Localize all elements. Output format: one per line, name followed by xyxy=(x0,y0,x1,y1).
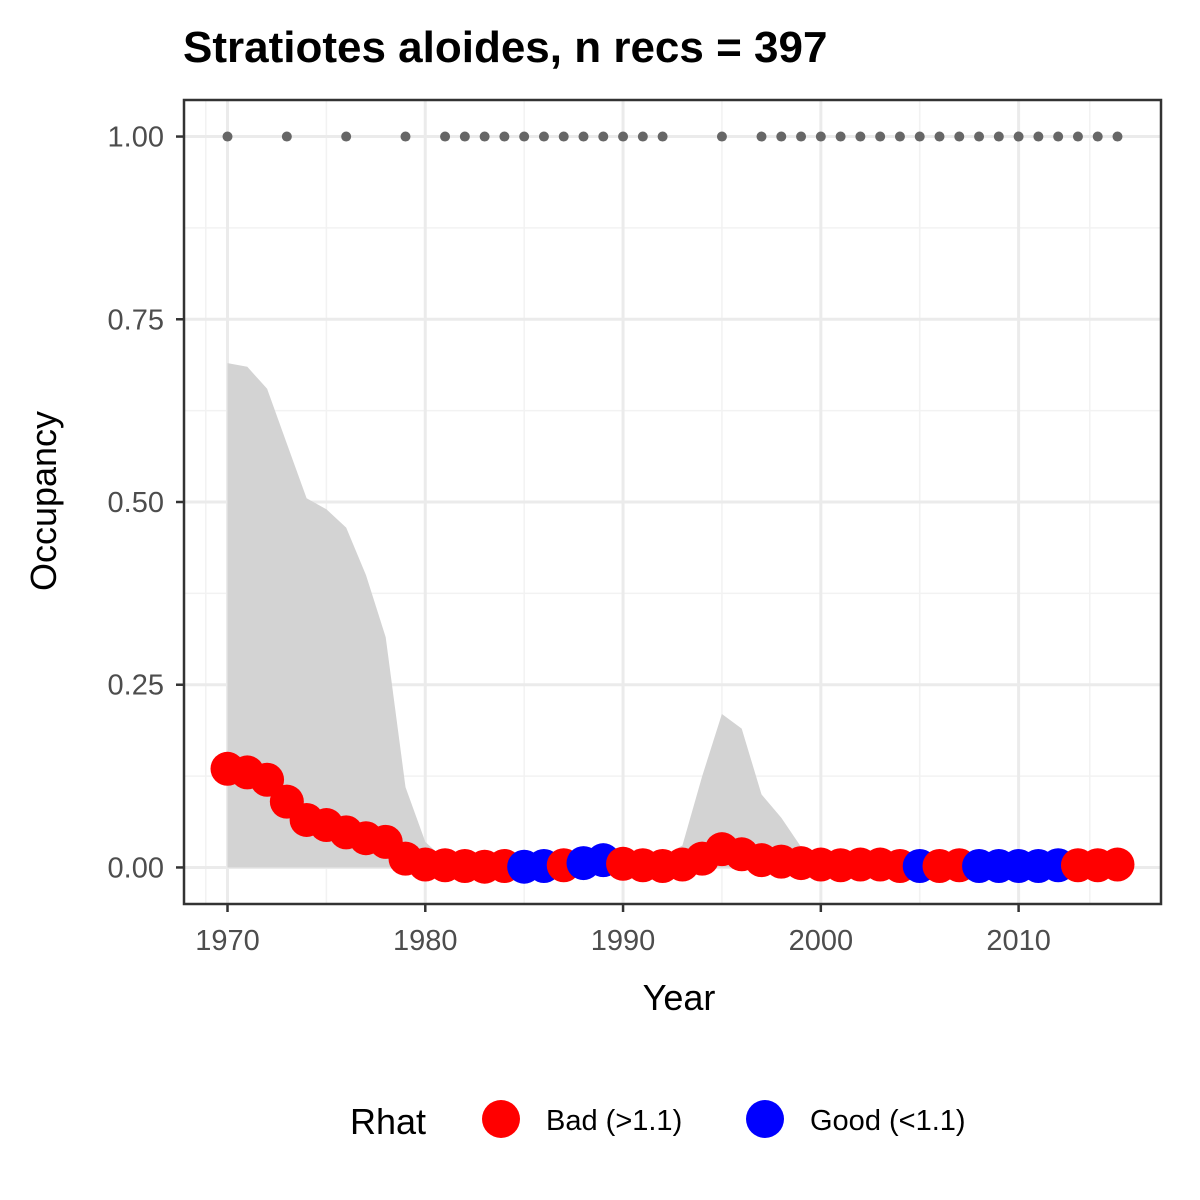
x-tick-label: 1970 xyxy=(195,925,260,957)
x-tick-label: 2010 xyxy=(986,925,1051,957)
y-axis: 0.00 0.25 0.50 0.75 1.00 xyxy=(108,122,184,884)
y-tick-label: 0.00 xyxy=(108,852,164,884)
y-tick-label: 0.50 xyxy=(108,487,164,519)
chart-title: Stratiotes aloides, n recs = 397 xyxy=(183,23,827,72)
record-marker xyxy=(716,131,727,142)
record-marker xyxy=(341,131,352,142)
record-marker xyxy=(796,131,807,142)
record-marker xyxy=(954,131,965,142)
record-marker xyxy=(1112,131,1123,142)
record-marker xyxy=(1013,131,1024,142)
occupancy-point-bad xyxy=(1100,847,1135,882)
record-marker xyxy=(479,131,490,142)
legend-key-bad xyxy=(482,1100,520,1138)
legend-label-bad: Bad (>1.1) xyxy=(546,1105,682,1137)
legend-key-good xyxy=(746,1100,784,1138)
legend: Rhat Bad (>1.1) Good (<1.1) xyxy=(350,1100,966,1142)
record-marker xyxy=(835,131,846,142)
record-marker xyxy=(440,131,451,142)
record-marker xyxy=(993,131,1004,142)
record-marker xyxy=(934,131,945,142)
record-marker xyxy=(538,131,549,142)
record-marker xyxy=(1072,131,1083,142)
record-marker xyxy=(1092,131,1103,142)
record-marker xyxy=(776,131,787,142)
record-marker xyxy=(400,131,411,142)
record-marker xyxy=(459,131,470,142)
occupancy-point-bad xyxy=(250,762,285,797)
record-marker xyxy=(519,131,530,142)
y-tick-label: 0.75 xyxy=(108,304,164,336)
y-tick-label: 0.25 xyxy=(108,670,164,702)
records-layer xyxy=(222,131,1123,142)
record-marker xyxy=(222,131,233,142)
x-axis: 1970 1980 1990 2000 2010 xyxy=(195,904,1051,957)
x-tick-label: 1980 xyxy=(393,925,458,957)
legend-title: Rhat xyxy=(350,1101,426,1142)
record-marker xyxy=(618,131,629,142)
record-marker xyxy=(914,131,925,142)
record-marker xyxy=(974,131,985,142)
record-marker xyxy=(1053,131,1064,142)
y-tick-label: 1.00 xyxy=(108,122,164,154)
record-marker xyxy=(657,131,668,142)
x-tick-label: 1990 xyxy=(591,925,656,957)
record-marker xyxy=(281,131,292,142)
record-marker xyxy=(598,131,609,142)
y-axis-title: Occupancy xyxy=(23,411,64,591)
record-marker xyxy=(855,131,866,142)
record-marker xyxy=(815,131,826,142)
occupancy-points-layer xyxy=(210,751,1135,884)
record-marker xyxy=(499,131,510,142)
record-marker xyxy=(875,131,886,142)
x-axis-title: Year xyxy=(643,977,716,1018)
record-marker xyxy=(756,131,767,142)
legend-label-good: Good (<1.1) xyxy=(810,1105,966,1137)
x-tick-label: 2000 xyxy=(789,925,854,957)
record-marker xyxy=(637,131,648,142)
record-marker xyxy=(578,131,589,142)
record-marker xyxy=(1033,131,1044,142)
record-marker xyxy=(558,131,569,142)
record-marker xyxy=(894,131,905,142)
